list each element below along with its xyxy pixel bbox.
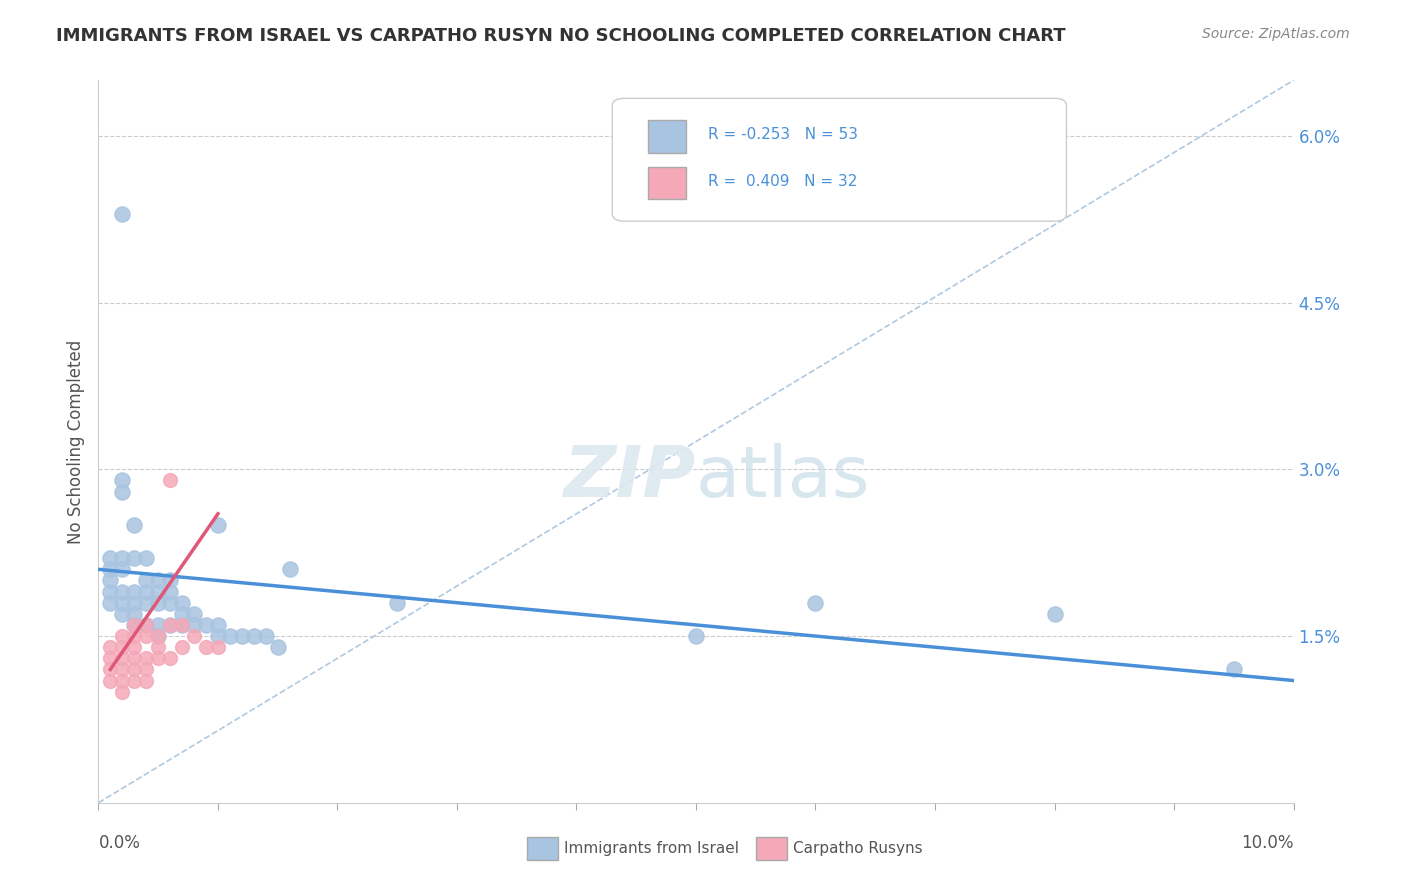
- Point: [195, 618, 218, 632]
- Point: [207, 517, 229, 532]
- Point: [195, 640, 218, 655]
- Text: IMMIGRANTS FROM ISRAEL VS CARPATHO RUSYN NO SCHOOLING COMPLETED CORRELATION CHAR: IMMIGRANTS FROM ISRAEL VS CARPATHO RUSYN…: [56, 27, 1066, 45]
- Text: Carpatho Rusyns: Carpatho Rusyns: [793, 841, 922, 855]
- Point: [124, 517, 146, 532]
- Point: [159, 618, 181, 632]
- Point: [1043, 607, 1066, 621]
- Point: [135, 584, 157, 599]
- Point: [172, 618, 194, 632]
- Point: [111, 551, 134, 566]
- Y-axis label: No Schooling Completed: No Schooling Completed: [66, 340, 84, 543]
- Point: [98, 562, 122, 576]
- Point: [111, 607, 134, 621]
- Text: Source: ZipAtlas.com: Source: ZipAtlas.com: [1202, 27, 1350, 41]
- Point: [159, 584, 181, 599]
- Point: [243, 629, 266, 643]
- Point: [172, 607, 194, 621]
- Point: [135, 662, 157, 676]
- Point: [159, 596, 181, 610]
- Point: [111, 662, 134, 676]
- Point: [98, 551, 122, 566]
- Point: [159, 474, 181, 488]
- Point: [124, 629, 146, 643]
- Point: [111, 596, 134, 610]
- Point: [124, 662, 146, 676]
- FancyBboxPatch shape: [613, 98, 1067, 221]
- Point: [111, 629, 134, 643]
- Point: [98, 662, 122, 676]
- Point: [1223, 662, 1246, 676]
- FancyBboxPatch shape: [648, 120, 686, 153]
- Point: [98, 584, 122, 599]
- Point: [98, 673, 122, 688]
- Point: [148, 629, 170, 643]
- Point: [124, 551, 146, 566]
- Point: [135, 551, 157, 566]
- Point: [111, 684, 134, 698]
- Point: [148, 629, 170, 643]
- Point: [135, 574, 157, 588]
- Point: [111, 673, 134, 688]
- Point: [111, 584, 134, 599]
- Point: [254, 629, 277, 643]
- Point: [124, 607, 146, 621]
- Point: [124, 651, 146, 665]
- Point: [804, 596, 827, 610]
- Point: [207, 618, 229, 632]
- Point: [207, 629, 229, 643]
- Point: [111, 474, 134, 488]
- Point: [148, 640, 170, 655]
- Text: Immigrants from Israel: Immigrants from Israel: [564, 841, 738, 855]
- Point: [124, 584, 146, 599]
- Point: [685, 629, 707, 643]
- Point: [98, 574, 122, 588]
- Point: [219, 629, 242, 643]
- Point: [135, 596, 157, 610]
- Point: [135, 629, 157, 643]
- Point: [172, 596, 194, 610]
- Point: [135, 673, 157, 688]
- Point: [111, 640, 134, 655]
- FancyBboxPatch shape: [648, 167, 686, 200]
- Point: [98, 596, 122, 610]
- Point: [124, 618, 146, 632]
- Point: [172, 618, 194, 632]
- Point: [124, 618, 146, 632]
- Point: [183, 618, 205, 632]
- Point: [172, 640, 194, 655]
- Point: [159, 618, 181, 632]
- Text: 0.0%: 0.0%: [98, 834, 141, 852]
- Point: [159, 574, 181, 588]
- Point: [148, 584, 170, 599]
- Point: [148, 574, 170, 588]
- Point: [278, 562, 301, 576]
- Point: [111, 207, 134, 221]
- Point: [98, 640, 122, 655]
- Point: [135, 618, 157, 632]
- Text: 10.0%: 10.0%: [1241, 834, 1294, 852]
- Point: [124, 673, 146, 688]
- Point: [111, 651, 134, 665]
- Point: [98, 651, 122, 665]
- Point: [148, 596, 170, 610]
- Point: [124, 640, 146, 655]
- Text: R =  0.409   N = 32: R = 0.409 N = 32: [709, 174, 858, 189]
- Point: [159, 651, 181, 665]
- Text: atlas: atlas: [696, 443, 870, 512]
- Point: [267, 640, 290, 655]
- Point: [183, 629, 205, 643]
- Point: [231, 629, 253, 643]
- Point: [183, 607, 205, 621]
- Point: [111, 562, 134, 576]
- Point: [207, 640, 229, 655]
- Text: ZIP: ZIP: [564, 443, 696, 512]
- Point: [385, 596, 409, 610]
- Point: [124, 596, 146, 610]
- Point: [135, 651, 157, 665]
- Point: [148, 651, 170, 665]
- Text: R = -0.253   N = 53: R = -0.253 N = 53: [709, 127, 858, 142]
- Point: [135, 618, 157, 632]
- Point: [111, 484, 134, 499]
- Point: [148, 618, 170, 632]
